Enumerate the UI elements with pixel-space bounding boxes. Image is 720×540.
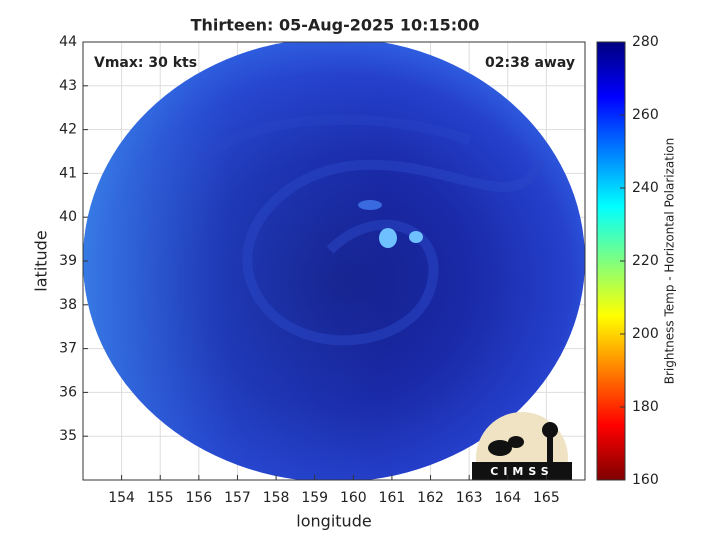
logo-tower — [547, 432, 553, 462]
colorbar-tick-label: 240 — [632, 180, 659, 196]
colorbar-tick-label: 160 — [632, 472, 659, 488]
logo-dish — [508, 436, 524, 448]
spiral-bands — [196, 114, 545, 346]
chart-title: Thirteen: 05-Aug-2025 10:15:00 — [191, 16, 480, 35]
x-tick-label: 160 — [340, 490, 367, 506]
colorbar-tick-label: 280 — [632, 34, 659, 50]
y-tick-label: 44 — [59, 34, 77, 50]
x-tick-label: 157 — [224, 490, 251, 506]
x-tick-label: 165 — [533, 490, 560, 506]
x-axis-label: longitude — [296, 512, 371, 531]
x-tick-label: 154 — [108, 490, 135, 506]
annotation: 02:38 away — [485, 55, 575, 71]
colorbar-tick-label: 180 — [632, 399, 659, 415]
annotation: Vmax: 30 kts — [94, 55, 197, 71]
y-tick-label: 41 — [59, 165, 77, 181]
image: CIMSS — [83, 42, 585, 480]
x-tick-label: 155 — [147, 490, 174, 506]
y-tick-label: 38 — [59, 297, 77, 313]
colorbar-tick-label: 260 — [632, 107, 659, 123]
warm-spot — [358, 200, 382, 210]
x-tick-label: 161 — [379, 490, 406, 506]
x-tick-label: 163 — [456, 490, 483, 506]
y-axis-label: latitude — [32, 230, 51, 291]
swath-edge — [83, 42, 585, 480]
colorbar-tick-label: 200 — [632, 326, 659, 342]
y-tick-label: 36 — [59, 384, 77, 400]
x-tick-label: 164 — [494, 490, 521, 506]
x-tick-label: 159 — [301, 490, 328, 506]
x-tick-label: 162 — [417, 490, 444, 506]
y-tick-label: 43 — [59, 78, 77, 94]
y-tick-label: 39 — [59, 253, 77, 269]
logo-dish — [488, 440, 512, 456]
logo-tank — [542, 422, 558, 438]
x-tick-label: 158 — [263, 490, 290, 506]
logo-band — [472, 462, 572, 480]
x-tick-label: 156 — [185, 490, 212, 506]
y-tick-label: 37 — [59, 341, 77, 357]
y-tick-label: 35 — [59, 428, 77, 444]
colorbar-tick-label: 220 — [632, 253, 659, 269]
colorbar-label: Brightness Temp - Horizontal Polarizatio… — [663, 138, 677, 385]
y-tick-label: 42 — [59, 122, 77, 138]
warm-spot — [409, 231, 423, 243]
y-tick-label: 40 — [59, 209, 77, 225]
logo-text: CIMSS — [490, 465, 553, 478]
warm-spot — [379, 228, 397, 248]
